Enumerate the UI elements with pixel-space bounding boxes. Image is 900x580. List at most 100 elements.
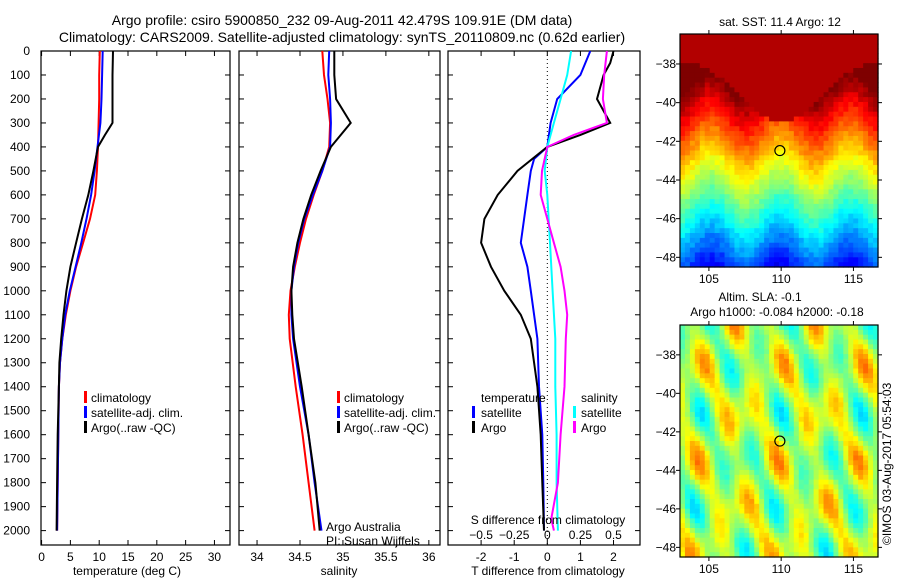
map-cell <box>754 111 760 118</box>
map-cell <box>863 213 869 220</box>
map-cell <box>729 48 736 55</box>
map-cell <box>724 373 731 379</box>
map-cell <box>818 77 825 84</box>
map-frame <box>679 33 879 268</box>
map-cell <box>739 470 745 476</box>
map-cell <box>699 378 706 384</box>
map-cell <box>793 465 800 471</box>
map-cell <box>749 407 755 413</box>
map-cell <box>808 218 815 224</box>
map-cell <box>783 363 790 370</box>
map-cell <box>719 174 726 181</box>
map-cell <box>739 368 745 374</box>
map-cell <box>863 257 869 263</box>
map-cell <box>714 358 721 365</box>
map-cell <box>818 155 825 161</box>
map-cell <box>704 479 711 486</box>
map-cell <box>724 499 731 505</box>
map-cell <box>793 199 800 205</box>
map-cell <box>818 218 825 224</box>
map-cell <box>813 407 820 413</box>
map-cell <box>803 208 810 215</box>
map-cell <box>694 392 701 399</box>
map-cell <box>709 334 716 341</box>
map-cell <box>853 140 859 147</box>
map-cell <box>818 203 825 210</box>
map-cell <box>744 383 750 389</box>
map-cell <box>759 499 765 505</box>
map-cell <box>818 503 825 510</box>
map-cell <box>873 547 879 553</box>
map-cell <box>813 489 820 495</box>
map-cell <box>798 213 805 220</box>
map-cell <box>754 339 760 345</box>
map-cell <box>858 358 864 365</box>
map-cell <box>858 378 864 384</box>
map-cell <box>724 101 731 108</box>
map-cell <box>783 431 790 437</box>
map-cell <box>828 513 835 519</box>
map-cell <box>823 518 830 524</box>
difference-legend: temperature satellite Argo salinity sate… <box>472 391 622 435</box>
map-cell <box>739 111 745 118</box>
map-cell <box>689 38 696 45</box>
map-cell <box>729 499 736 505</box>
map-cell <box>779 325 785 331</box>
map-cell <box>684 378 691 384</box>
map-cell <box>848 247 854 254</box>
map-cell <box>798 184 805 190</box>
map-cell <box>833 58 839 64</box>
map-cell <box>744 494 750 500</box>
map-cell <box>704 155 711 161</box>
map-cell <box>744 131 750 137</box>
map-cell <box>823 494 830 500</box>
map-cell <box>709 63 716 69</box>
map-cell <box>853 145 859 152</box>
map-cell <box>779 43 785 50</box>
map-cell <box>833 179 839 186</box>
map-cell <box>709 494 716 500</box>
map-cell <box>769 213 775 220</box>
map-cell <box>843 194 849 200</box>
map-cell <box>803 194 810 200</box>
map-cell <box>699 532 706 539</box>
map-cell <box>848 242 854 249</box>
map-cell <box>818 242 825 249</box>
map-cell <box>808 155 815 161</box>
map-cell <box>764 155 770 161</box>
map-cell <box>848 237 854 244</box>
map-cell <box>853 416 859 423</box>
map-cell <box>704 63 711 69</box>
lat-tick-label: −44 <box>656 463 677 477</box>
map-cell <box>734 208 740 215</box>
map-cell <box>769 537 775 544</box>
map-cell <box>699 97 706 103</box>
map-cell <box>684 334 691 341</box>
map-cell <box>689 43 696 50</box>
map-cell <box>689 552 696 558</box>
map-cell <box>818 339 825 345</box>
map-cell <box>699 383 706 389</box>
map-cell <box>833 247 839 254</box>
map-cell <box>868 508 874 515</box>
map-cell <box>680 126 686 132</box>
map-cell <box>769 189 775 195</box>
map-cell <box>729 111 736 118</box>
map-cell <box>714 67 721 74</box>
map-cell <box>788 223 795 229</box>
map-cell <box>863 489 869 495</box>
map-cell <box>729 503 736 510</box>
map-cell <box>754 257 760 263</box>
map-cell <box>769 48 775 55</box>
map-cell <box>858 431 864 437</box>
map-cell <box>779 203 785 210</box>
map-cell <box>689 494 696 500</box>
map-cell <box>838 436 844 442</box>
map-cell <box>843 528 849 534</box>
map-cell <box>684 532 691 539</box>
map-cell <box>783 189 790 195</box>
map-cell <box>823 150 830 156</box>
map-cell <box>739 460 745 466</box>
map-cell <box>684 508 691 515</box>
map-cell <box>744 441 750 447</box>
